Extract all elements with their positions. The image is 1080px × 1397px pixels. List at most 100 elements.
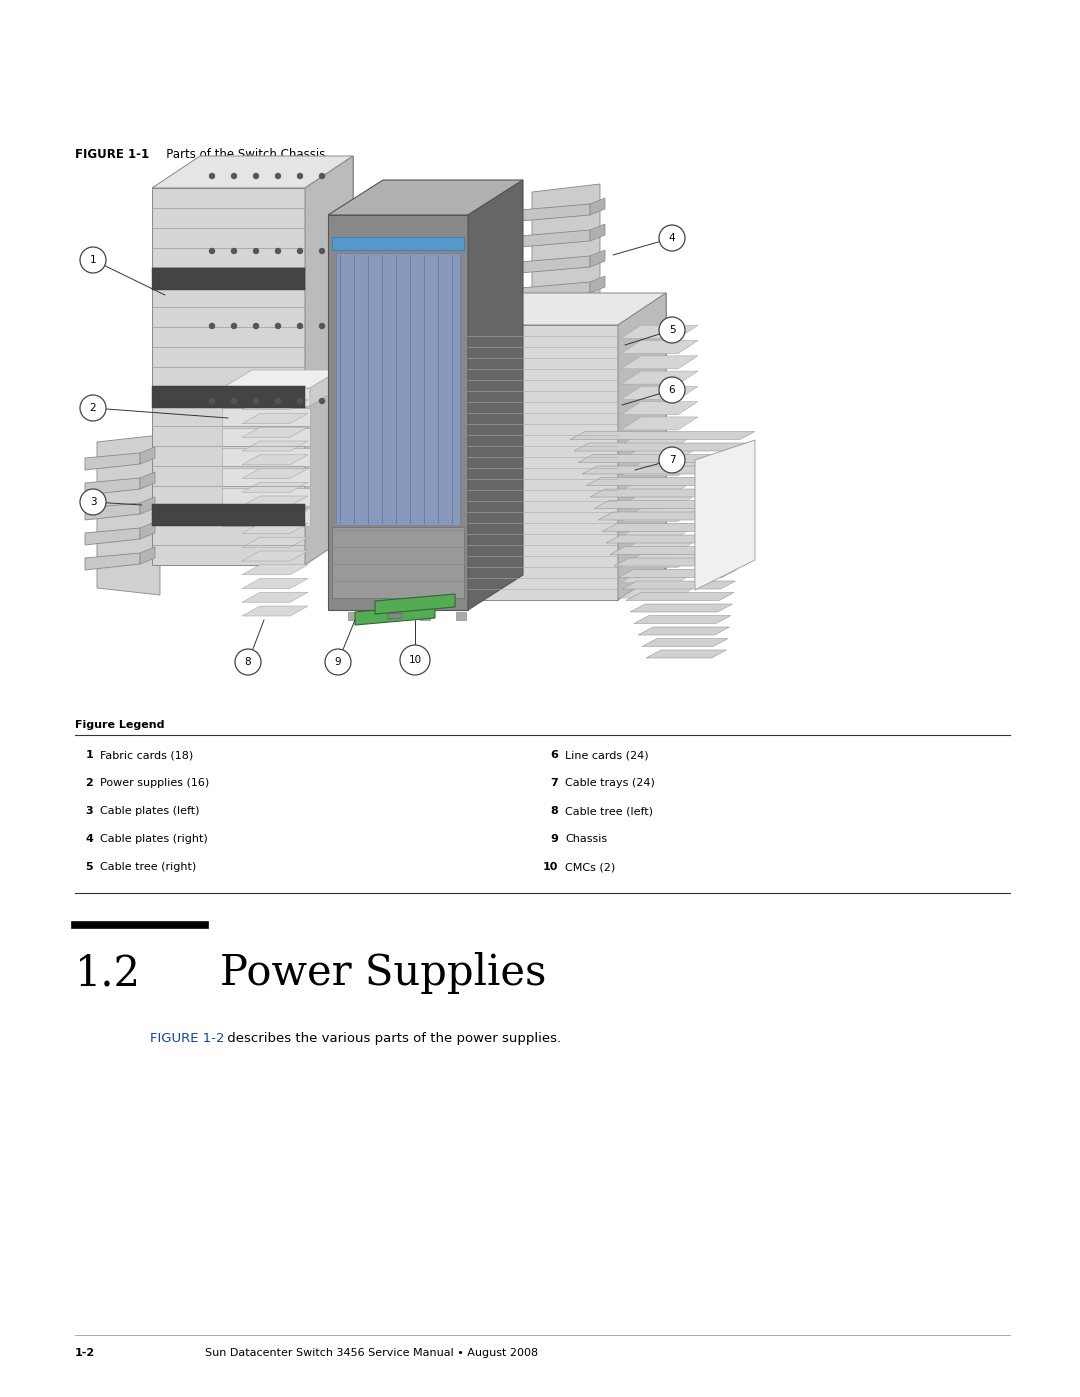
Polygon shape xyxy=(384,612,394,620)
Polygon shape xyxy=(696,440,755,590)
Circle shape xyxy=(231,173,237,179)
Polygon shape xyxy=(621,585,698,598)
Polygon shape xyxy=(242,427,308,437)
Circle shape xyxy=(659,377,685,402)
Polygon shape xyxy=(222,408,310,426)
Polygon shape xyxy=(606,535,742,543)
Polygon shape xyxy=(590,250,605,267)
Polygon shape xyxy=(242,538,308,548)
Polygon shape xyxy=(630,604,732,612)
Circle shape xyxy=(297,249,302,253)
Polygon shape xyxy=(242,496,308,506)
Polygon shape xyxy=(140,472,156,489)
Circle shape xyxy=(254,324,258,328)
Polygon shape xyxy=(621,509,698,521)
Text: 4: 4 xyxy=(85,834,93,844)
Polygon shape xyxy=(621,356,698,369)
Text: 1-2: 1-2 xyxy=(75,1348,95,1358)
Polygon shape xyxy=(610,546,740,555)
Polygon shape xyxy=(621,432,698,446)
Text: 3: 3 xyxy=(85,806,93,816)
Polygon shape xyxy=(621,447,698,461)
Circle shape xyxy=(231,324,237,328)
Circle shape xyxy=(659,317,685,344)
Polygon shape xyxy=(615,557,739,566)
Polygon shape xyxy=(242,510,308,520)
Text: 8: 8 xyxy=(550,806,558,816)
Polygon shape xyxy=(519,256,590,272)
Text: 5: 5 xyxy=(669,326,675,335)
Polygon shape xyxy=(590,198,605,215)
Text: Cable trays (24): Cable trays (24) xyxy=(565,778,654,788)
Polygon shape xyxy=(621,478,698,492)
Polygon shape xyxy=(332,237,464,250)
Text: Cable tree (right): Cable tree (right) xyxy=(100,862,197,872)
Polygon shape xyxy=(242,414,308,423)
Polygon shape xyxy=(375,594,455,615)
Polygon shape xyxy=(634,616,731,623)
Polygon shape xyxy=(222,388,310,407)
Polygon shape xyxy=(621,524,698,536)
Polygon shape xyxy=(200,156,353,534)
Text: Line cards (24): Line cards (24) xyxy=(565,750,649,760)
Polygon shape xyxy=(646,650,727,658)
Circle shape xyxy=(325,650,351,675)
Text: Cable plates (left): Cable plates (left) xyxy=(100,806,200,816)
Polygon shape xyxy=(519,307,590,326)
Circle shape xyxy=(80,489,106,515)
Circle shape xyxy=(400,645,430,675)
Circle shape xyxy=(254,398,258,404)
Polygon shape xyxy=(594,500,746,509)
Polygon shape xyxy=(578,454,752,462)
Text: 3: 3 xyxy=(90,497,96,507)
Polygon shape xyxy=(621,416,698,430)
Polygon shape xyxy=(573,443,754,451)
Polygon shape xyxy=(140,548,156,564)
Polygon shape xyxy=(85,528,140,545)
Text: 6: 6 xyxy=(550,750,558,760)
Text: 2: 2 xyxy=(90,402,96,414)
Polygon shape xyxy=(85,453,140,469)
Polygon shape xyxy=(85,553,140,570)
Polygon shape xyxy=(621,462,698,476)
Polygon shape xyxy=(621,402,698,415)
Text: CMCs (2): CMCs (2) xyxy=(565,862,616,872)
Text: Parts of the Switch Chassis: Parts of the Switch Chassis xyxy=(156,148,325,161)
Polygon shape xyxy=(621,387,698,400)
Polygon shape xyxy=(626,592,734,601)
Text: 10: 10 xyxy=(542,862,558,872)
Polygon shape xyxy=(468,180,523,610)
Polygon shape xyxy=(621,372,698,384)
Polygon shape xyxy=(618,570,737,577)
Circle shape xyxy=(210,324,215,328)
Text: 4: 4 xyxy=(669,233,675,243)
Polygon shape xyxy=(456,612,465,620)
Circle shape xyxy=(275,324,281,328)
Text: describes the various parts of the power supplies.: describes the various parts of the power… xyxy=(222,1032,562,1045)
Text: Fabric cards (18): Fabric cards (18) xyxy=(100,750,193,760)
Circle shape xyxy=(210,173,215,179)
Polygon shape xyxy=(602,524,743,531)
Circle shape xyxy=(297,324,302,328)
Polygon shape xyxy=(582,467,751,474)
Polygon shape xyxy=(621,493,698,506)
Polygon shape xyxy=(222,468,310,486)
Polygon shape xyxy=(328,215,468,610)
Polygon shape xyxy=(242,592,308,602)
Polygon shape xyxy=(590,302,605,319)
Text: Sun Datacenter Switch 3456 Service Manual • August 2008: Sun Datacenter Switch 3456 Service Manua… xyxy=(205,1348,538,1358)
Text: 1: 1 xyxy=(85,750,93,760)
Circle shape xyxy=(210,398,215,404)
Polygon shape xyxy=(222,488,310,506)
Polygon shape xyxy=(586,478,750,486)
Circle shape xyxy=(231,249,237,253)
Polygon shape xyxy=(467,326,618,599)
Polygon shape xyxy=(242,441,308,451)
Polygon shape xyxy=(519,231,590,247)
Text: 9: 9 xyxy=(335,657,341,666)
Text: Power supplies (16): Power supplies (16) xyxy=(100,778,210,788)
Polygon shape xyxy=(570,432,755,440)
Polygon shape xyxy=(519,204,590,221)
Polygon shape xyxy=(532,184,600,346)
Polygon shape xyxy=(152,156,353,189)
